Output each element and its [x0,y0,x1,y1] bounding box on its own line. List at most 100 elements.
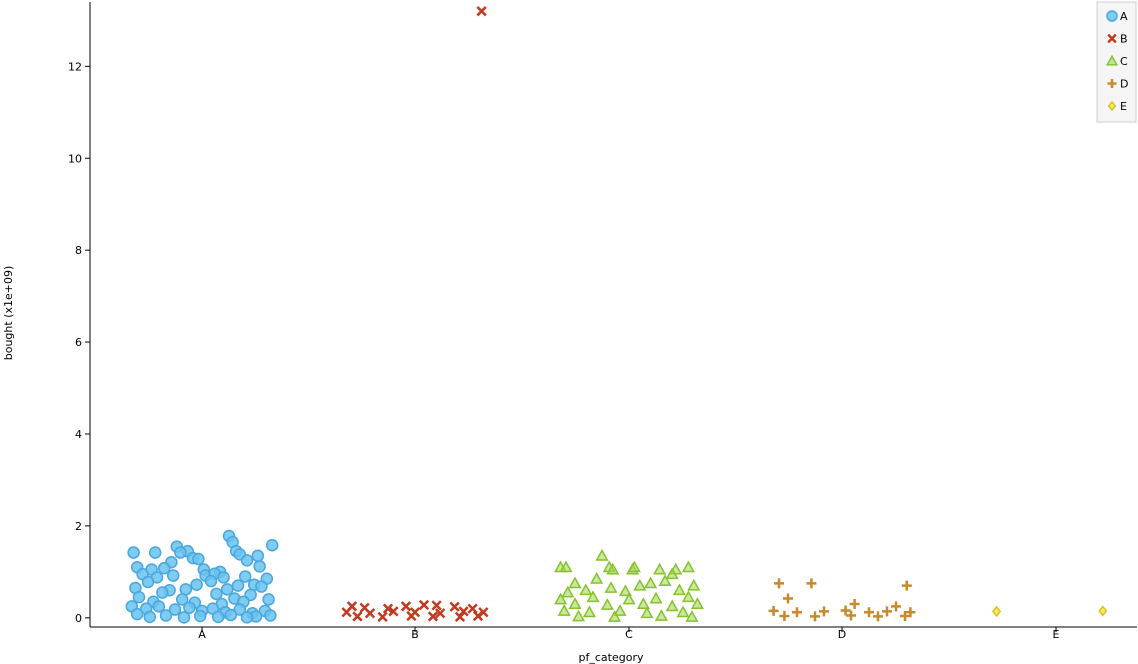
data-point [810,611,820,622]
data-point [255,580,268,593]
data-point [595,548,609,561]
data-point [211,610,225,624]
data-point [220,583,234,596]
data-point [1098,605,1108,617]
data-point [192,552,205,566]
data-point [204,574,218,588]
data-point [649,591,663,604]
data-point [177,611,191,624]
data-point [618,584,632,597]
data-point [557,604,571,616]
data-point [627,560,641,573]
data-point [665,567,679,580]
data-point [608,610,622,622]
data-point [377,611,388,623]
data-point [676,605,690,618]
data-point [431,600,442,611]
data-point [690,597,704,609]
data-point [458,606,469,617]
data-point [672,583,686,596]
data-point [400,601,412,612]
x-tick-label: B [411,628,419,641]
data-point [454,611,466,623]
data-point [352,611,363,622]
data-point [819,606,829,617]
x-tick-label: D [838,628,846,641]
legend-item: B [1107,33,1128,46]
data-point [467,603,478,614]
legend-marker [1107,100,1117,112]
data-point [224,608,238,622]
data-point [654,609,668,621]
data-point [783,593,793,604]
data-point [622,592,636,605]
legend-label: A [1120,10,1128,23]
data-point [658,574,672,586]
data-point [152,600,166,613]
data-point [406,610,417,622]
y-tick-label: 6 [75,336,82,349]
y-tick-label: 10 [68,152,82,165]
data-point [388,606,399,617]
data-point [240,611,254,624]
data-point [636,597,650,609]
y-tick-label: 4 [75,428,82,441]
data-point [240,554,254,567]
data-point [264,609,277,622]
data-point [210,587,223,601]
series-B [341,6,489,623]
data-point [382,603,394,614]
data-point [568,576,582,589]
data-point [238,570,252,583]
data-point [687,578,701,591]
data-point [846,610,856,621]
data-point [905,607,916,618]
data-point [681,560,695,573]
data-point [143,610,157,624]
data-point [157,561,171,575]
x-ticks: A B C D E [198,627,1060,641]
data-point [168,603,182,616]
legend-label: C [1120,55,1128,68]
data-point [341,607,352,618]
legend-marker [1107,79,1117,88]
data-point [633,578,647,591]
data-point [640,606,654,619]
data-point [681,590,695,603]
data-point [849,599,860,610]
data-point [779,610,790,621]
data-point [175,593,189,606]
y-axis-title: bought (x1e+09) [2,266,15,361]
data-point [554,592,568,605]
data-point [606,562,620,575]
data-point [561,585,575,598]
data-point [364,608,376,619]
axes [89,2,1137,628]
data-point [882,606,892,617]
data-point [159,609,173,622]
data-point [476,6,487,17]
data-point [873,611,883,622]
data-point [435,608,446,619]
data-point [217,571,230,584]
data-point [130,607,144,621]
data-point [792,607,802,618]
y-tick-label: 12 [68,60,82,73]
data-point [559,560,573,573]
data-point [156,586,169,599]
data-point [568,597,582,609]
legend-item: A [1106,10,1128,23]
data-point [774,578,784,589]
x-tick-label: A [198,628,206,641]
data-point [891,601,901,612]
legend-marker [1107,33,1117,44]
data-point [600,598,614,610]
data-point [148,546,162,559]
data-point [127,546,140,559]
x-tick-label: E [1053,628,1060,641]
data-point [900,610,910,621]
data-point [190,578,203,591]
series-A [125,529,279,624]
series-E [992,605,1108,618]
